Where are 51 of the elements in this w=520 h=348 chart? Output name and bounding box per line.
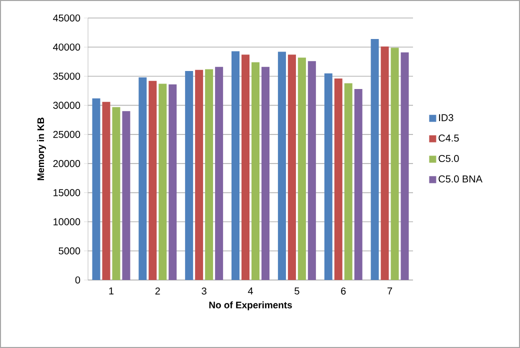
- bar: [185, 70, 194, 280]
- bar: [261, 66, 270, 280]
- bar: [354, 89, 362, 280]
- bar: [298, 58, 306, 280]
- legend-label: C4.5: [438, 134, 459, 142]
- bar: [215, 66, 224, 280]
- y-tick-label: 25000: [53, 130, 80, 138]
- y-tick-label: 10000: [54, 218, 80, 226]
- bar: [148, 80, 157, 280]
- bar: [252, 62, 260, 280]
- y-tick-label: 35000: [53, 72, 80, 80]
- x-tick-label: 2: [155, 288, 160, 294]
- bar: [278, 52, 286, 280]
- bar: [168, 84, 177, 280]
- bar: [92, 98, 100, 280]
- bar: [195, 70, 204, 280]
- bar: [344, 83, 352, 280]
- x-tick-label: 7: [388, 288, 392, 294]
- bar: [370, 38, 379, 280]
- bar: [308, 61, 316, 280]
- y-tick-label: 5000: [58, 247, 80, 254]
- legend-label: C5.0 BNA: [438, 175, 482, 182]
- bar: [232, 51, 240, 280]
- legend-label: C5.0: [438, 154, 459, 162]
- bar: [400, 52, 409, 280]
- y-axis-title: Memory in KB: [37, 118, 46, 180]
- y-tick-label: 45000: [53, 14, 80, 22]
- bar: [102, 102, 110, 280]
- bar: [112, 107, 120, 280]
- y-tick-label: 0: [75, 276, 80, 284]
- bar: [242, 54, 250, 280]
- y-tick-label: 30000: [53, 102, 80, 109]
- bar: [390, 48, 399, 280]
- y-tick-label: 20000: [53, 160, 80, 168]
- x-tick-label: 1: [109, 288, 114, 294]
- x-axis-title: No of Experiments: [209, 301, 292, 310]
- x-tick-label: 5: [294, 288, 300, 294]
- bar: [324, 73, 332, 280]
- bar: [334, 78, 342, 280]
- bar: [138, 77, 147, 280]
- x-tick-label: 6: [341, 288, 346, 295]
- x-tick-label: 4: [248, 288, 253, 294]
- x-tick-label: 3: [202, 288, 206, 295]
- legend-label: ID3: [439, 114, 454, 122]
- bar: [205, 69, 214, 280]
- bar: [158, 84, 167, 280]
- y-tick-label: 15000: [54, 189, 80, 196]
- bar: [122, 111, 130, 280]
- bar: [288, 54, 296, 280]
- y-tick-label: 40000: [53, 44, 80, 51]
- bar: [380, 46, 389, 280]
